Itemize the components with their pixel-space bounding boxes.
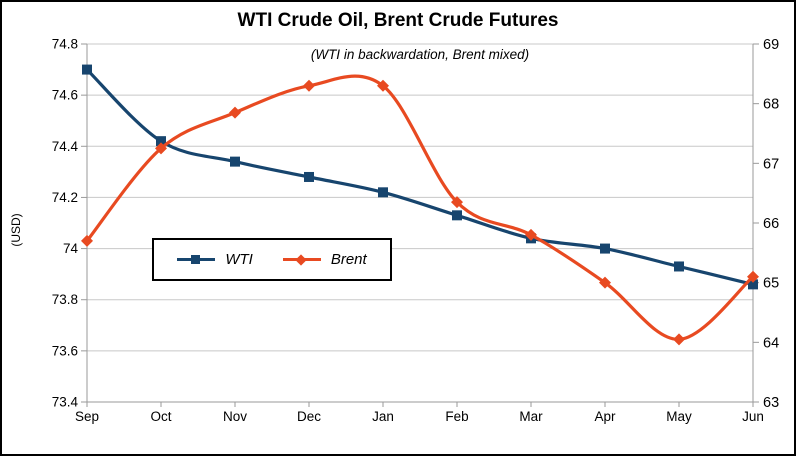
wti-legend-label: WTI <box>225 251 253 268</box>
brent-data-point-marker <box>155 142 167 155</box>
wti-data-point-marker <box>304 171 314 182</box>
wti-data-point-marker <box>452 210 462 221</box>
x-axis-tick-label: Apr <box>594 409 616 424</box>
brent-series-line <box>85 74 755 342</box>
chart-subtitle: (WTI in backwardation, Brent mixed) <box>310 47 530 62</box>
wti-data-point-marker <box>378 187 388 198</box>
x-axis-tick-label: Jun <box>742 409 764 424</box>
right-axis-tick-label: 68 <box>763 97 779 113</box>
x-axis-tick-label: Nov <box>223 409 247 424</box>
wti-square-marker-icon <box>191 255 201 264</box>
wti-data-point-marker <box>674 261 684 272</box>
brent-data-point-marker <box>451 196 463 209</box>
x-axis-tick-label: Feb <box>445 409 468 424</box>
chart-title: WTI Crude Oil, Brent Crude Futures <box>237 10 559 31</box>
x-axis-tick-label: Oct <box>150 409 171 424</box>
brent-data-point-marker <box>525 228 537 241</box>
left-axis-tick-label: 73.4 <box>52 395 79 410</box>
brent-diamond-marker-icon <box>295 253 307 266</box>
legend-item-brent: Brent <box>282 251 367 268</box>
right-axis-tick-label: 69 <box>763 37 779 53</box>
wti-series-line <box>85 68 755 286</box>
left-axis-tick-label: 74.8 <box>52 37 78 52</box>
x-axis-tick-label: Jan <box>372 409 394 424</box>
brent-legend-line <box>282 253 321 266</box>
left-axis-tick-label: 74 <box>63 241 79 256</box>
brent-data-point-marker <box>303 79 315 92</box>
left-axis-tick-label: 73.8 <box>52 292 78 307</box>
right-axis-tick-label: 66 <box>763 216 779 232</box>
right-axis-tick-label: 63 <box>763 395 779 411</box>
wti-data-point-marker <box>600 243 610 254</box>
brent-data-point-marker <box>81 234 93 247</box>
legend-item-wti: WTI <box>177 251 253 268</box>
wti-data-point-marker <box>748 279 758 290</box>
brent-data-point-marker <box>377 79 389 92</box>
wti-data-point-marker <box>230 156 240 167</box>
brent-data-point-marker <box>747 270 759 283</box>
wti-data-point-marker <box>156 136 166 147</box>
left-axis-tick-label: 74.6 <box>52 88 78 103</box>
left-axis-tick-label: 74.4 <box>52 139 79 154</box>
x-axis-tick-label: Dec <box>297 409 321 424</box>
x-axis-tick-label: May <box>666 409 692 424</box>
brent-data-point-marker <box>673 333 685 346</box>
right-axis-tick-label: 65 <box>763 276 779 292</box>
right-axis-tick-label: 64 <box>763 335 779 351</box>
wti-legend-line <box>177 255 216 264</box>
right-axis-tick-label: 67 <box>763 156 779 172</box>
brent-legend-label: Brent <box>330 251 367 268</box>
x-axis-tick-label: Sep <box>75 409 99 424</box>
brent-data-point-marker <box>599 276 611 289</box>
left-axis-tick-label: 73.6 <box>52 343 78 358</box>
legend: WTI Brent <box>152 238 392 281</box>
x-axis-tick-label: Mar <box>519 409 543 424</box>
brent-data-point-marker <box>229 106 241 119</box>
wti-data-point-marker <box>82 64 92 75</box>
left-axis-tick-label: 74.2 <box>52 190 78 205</box>
